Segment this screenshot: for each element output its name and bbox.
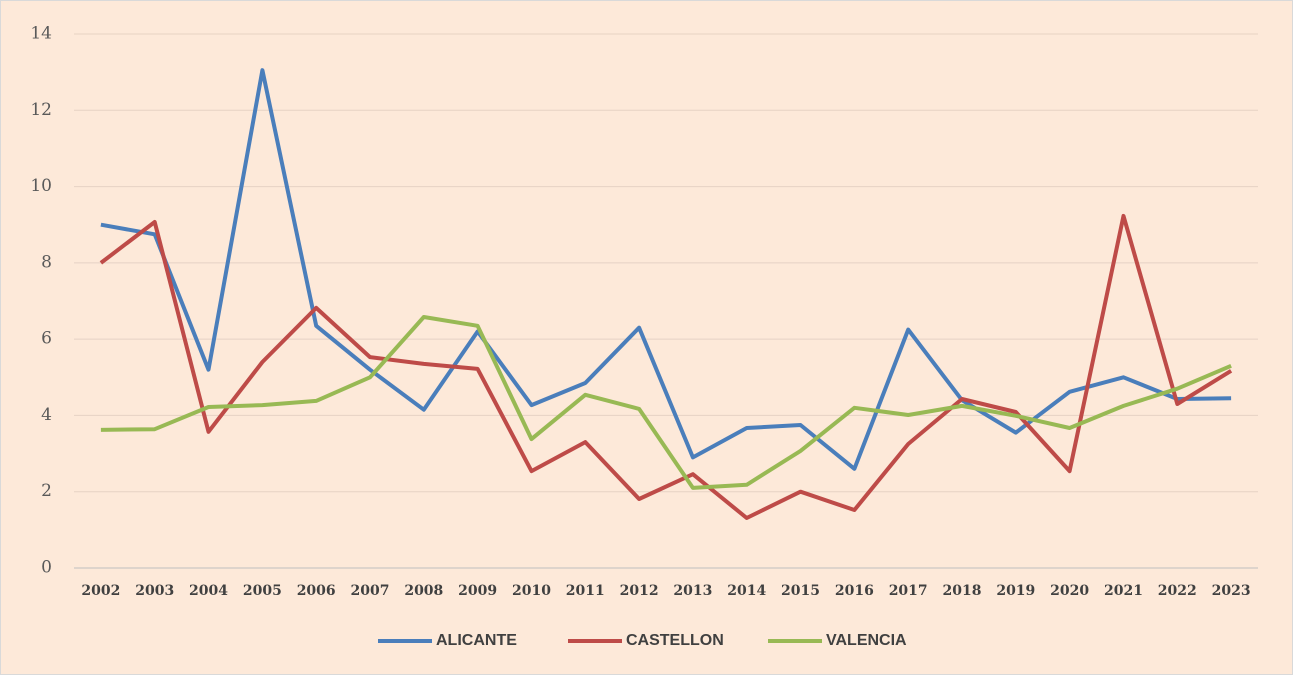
series-line (100, 315, 1232, 490)
y-tick-label: 4 (41, 405, 52, 425)
x-tick-label: 2007 (351, 583, 390, 599)
x-tick-label: 2011 (566, 583, 605, 599)
x-tick-label: 2012 (620, 583, 659, 599)
x-tick-label: 2013 (673, 583, 712, 599)
x-tick-label: 2020 (1050, 583, 1089, 599)
x-tick-label: 2010 (512, 583, 551, 599)
x-tick-label: 2021 (1104, 583, 1143, 599)
series-line (100, 68, 1232, 471)
x-tick-label: 2019 (996, 583, 1035, 599)
y-tick-label: 0 (41, 558, 52, 578)
x-tick-label: 2008 (404, 583, 443, 599)
x-tick-label: 2005 (243, 583, 282, 599)
x-tick-label: 2009 (458, 583, 497, 599)
y-tick-label: 8 (41, 252, 52, 272)
y-tick-label: 12 (30, 100, 52, 120)
x-tick-label: 2018 (943, 583, 982, 599)
x-tick-label: 2015 (781, 583, 820, 599)
legend-label: CASTELLON (626, 632, 724, 649)
y-tick-label: 6 (41, 329, 52, 349)
x-tick-label: 2023 (1212, 583, 1251, 599)
x-tick-label: 2022 (1158, 583, 1197, 599)
legend-label: VALENCIA (826, 632, 907, 649)
x-tick-label: 2006 (297, 583, 336, 599)
y-tick-label: 10 (30, 176, 52, 196)
legend-label: ALICANTE (436, 632, 517, 649)
y-tick-label: 14 (30, 24, 52, 44)
x-tick-label: 2017 (889, 583, 928, 599)
x-tick-label: 2014 (727, 583, 766, 599)
x-tick-label: 2004 (189, 583, 228, 599)
x-tick-label: 2002 (81, 583, 120, 599)
series-line (99, 213, 1233, 520)
y-tick-label: 2 (41, 481, 52, 501)
x-tick-label: 2016 (835, 583, 874, 599)
x-tick-label: 2003 (135, 583, 174, 599)
